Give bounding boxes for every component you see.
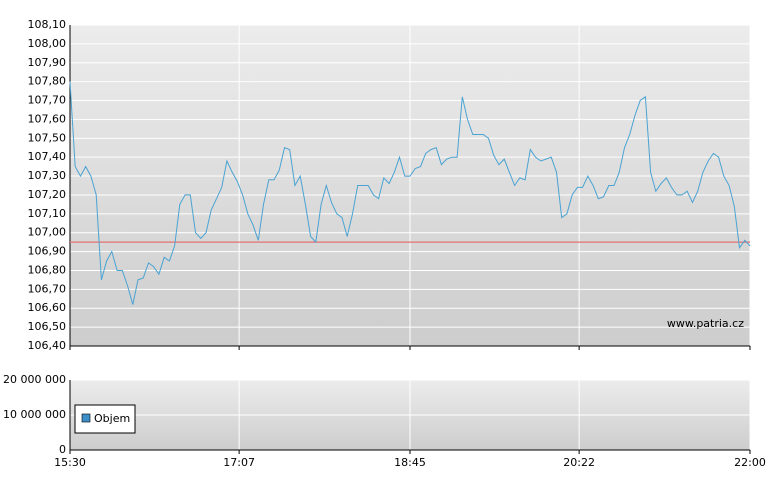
y-tick-label: 20 000 000	[3, 373, 66, 386]
legend-label: Objem	[94, 412, 130, 425]
x-tick-label: 22:00	[734, 456, 766, 469]
y-tick-label: 10 000 000	[3, 408, 66, 421]
y-tick-label: 107,00	[28, 226, 67, 239]
y-tick-label: 108,10	[28, 18, 67, 31]
x-tick-label: 15:30	[54, 456, 86, 469]
y-tick-label: 106,40	[28, 339, 67, 352]
legend: Objem	[74, 404, 136, 434]
y-tick-label: 107,80	[28, 75, 67, 88]
y-tick-label: 106,60	[28, 301, 67, 314]
y-tick-label: 107,20	[28, 188, 67, 201]
y-tick-label: 107,30	[28, 169, 67, 182]
price-line	[69, 81, 751, 305]
x-tick-label: 18:45	[394, 456, 426, 469]
y-tick-label: 107,40	[28, 150, 67, 163]
y-tick-label: 106,90	[28, 245, 67, 258]
y-tick-label: 106,80	[28, 263, 67, 276]
x-tick-label: 20:22	[563, 456, 595, 469]
y-tick-label: 0	[59, 443, 66, 456]
y-tick-label: 108,00	[28, 37, 67, 50]
y-tick-label: 107,60	[28, 112, 67, 125]
y-tick-label: 107,10	[28, 207, 67, 220]
x-tick-label: 17:07	[223, 456, 255, 469]
y-tick-label: 107,70	[28, 94, 67, 107]
y-tick-label: 107,50	[28, 131, 67, 144]
legend-swatch	[81, 413, 91, 423]
y-tick-label: 107,90	[28, 56, 67, 69]
y-tick-label: 106,70	[28, 282, 67, 295]
y-tick-label: 106,50	[28, 320, 67, 333]
watermark: www.patria.cz	[667, 317, 744, 330]
